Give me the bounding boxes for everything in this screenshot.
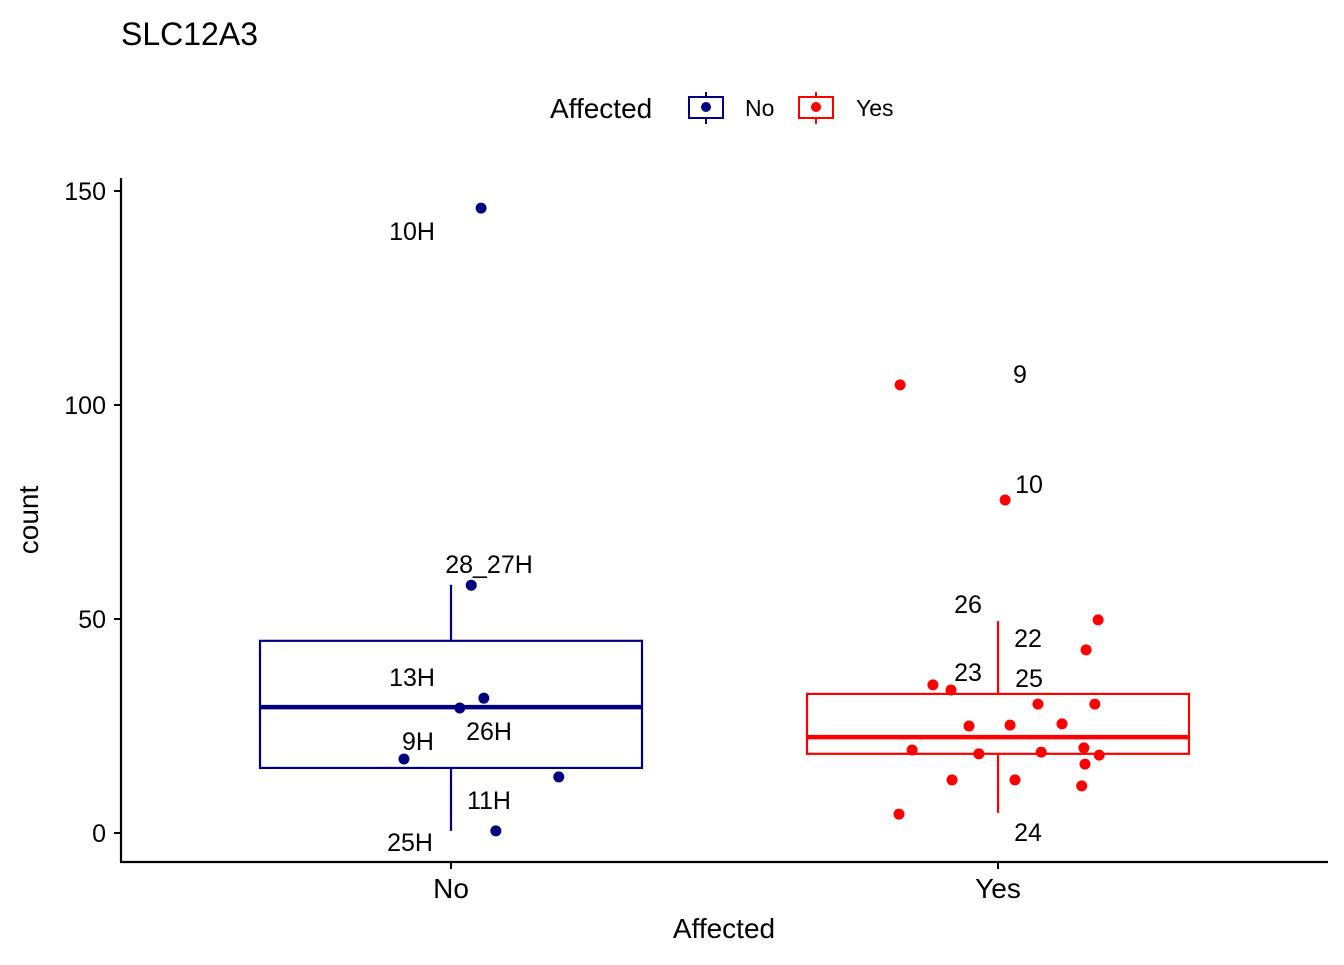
data-point — [475, 202, 487, 214]
x-tick-label: Yes — [975, 873, 1021, 904]
point-label: 25H — [387, 829, 433, 857]
x-axis-title: Affected — [673, 913, 775, 944]
legend-label-no: No — [745, 95, 774, 121]
data-point — [945, 684, 957, 696]
box-no — [258, 639, 644, 770]
data-point — [999, 494, 1011, 506]
data-point — [478, 692, 490, 704]
y-tick-label: 50 — [78, 606, 106, 634]
points — [398, 202, 1105, 837]
y-tick-label: 0 — [92, 820, 106, 848]
box-yes — [805, 692, 1191, 755]
data-point — [454, 702, 466, 714]
axes: 0 50 100 150 No Yes — [64, 178, 1328, 904]
legend-key-point — [811, 102, 821, 112]
data-point — [1056, 718, 1068, 730]
legend-key-point — [701, 102, 711, 112]
point-label: 9 — [1013, 361, 1027, 389]
point-label: 22 — [1014, 625, 1042, 653]
data-point — [927, 679, 939, 691]
data-point — [490, 825, 502, 837]
data-point — [1093, 749, 1105, 761]
point-labels: 10H 28_27H 13H 26H 9H 11H 25H 9 10 26 22 23 25 24 — [387, 218, 1043, 857]
legend-label-yes: Yes — [856, 95, 894, 121]
data-point — [906, 744, 918, 756]
data-point — [553, 771, 565, 783]
data-point — [1078, 742, 1090, 754]
data-point — [398, 753, 410, 765]
data-point — [465, 579, 477, 591]
point-label: 13H — [389, 664, 435, 692]
point-label: 9H — [402, 728, 434, 756]
data-point — [1076, 780, 1088, 792]
point-label: 11H — [467, 787, 511, 815]
data-point — [1092, 614, 1104, 626]
point-label: 23 — [954, 659, 982, 687]
data-point — [1080, 644, 1092, 656]
point-label: 10 — [1015, 471, 1043, 499]
y-tick-label: 150 — [64, 178, 106, 206]
data-point — [1032, 698, 1044, 710]
legend-title: Affected — [550, 93, 652, 124]
x-tick-label: No — [433, 873, 469, 904]
data-point — [893, 808, 905, 820]
data-point — [973, 748, 985, 760]
boxes — [258, 584, 1191, 831]
data-point — [1089, 698, 1101, 710]
chart-title: SLC12A3 — [121, 16, 258, 52]
data-point — [1079, 758, 1091, 770]
y-tick-label: 100 — [64, 392, 106, 420]
point-label: 28_27H — [445, 551, 533, 579]
data-point — [894, 379, 906, 391]
y-axis-title: count — [13, 486, 44, 555]
point-label: 26 — [954, 591, 982, 619]
point-label: 25 — [1015, 665, 1043, 693]
legend: Affected No Yes — [550, 92, 894, 124]
data-point — [1004, 719, 1016, 731]
data-point — [963, 720, 975, 732]
data-point — [1035, 746, 1047, 758]
point-label: 26H — [466, 718, 512, 746]
data-point — [1009, 774, 1021, 786]
point-label: 24 — [1014, 819, 1042, 847]
point-label: 10H — [389, 218, 435, 246]
data-point — [946, 774, 958, 786]
